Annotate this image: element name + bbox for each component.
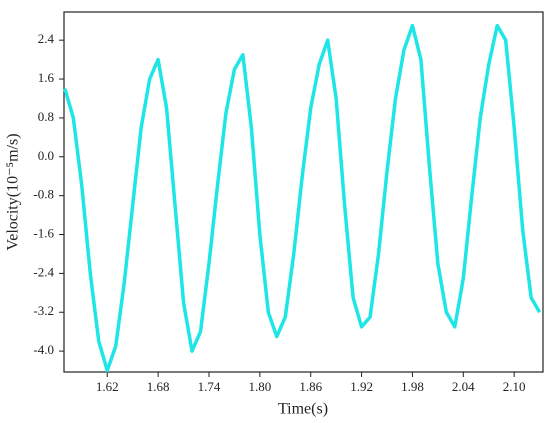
x-tick-label: 1.80 [248, 379, 271, 394]
y-tick-label: 0.0 [38, 148, 54, 163]
y-tick-label: 1.6 [38, 70, 55, 85]
x-tick-label: 2.10 [503, 379, 526, 394]
x-tick-label: 1.92 [350, 379, 373, 394]
y-tick-label: -2.4 [33, 264, 54, 279]
y-tick-label: -0.8 [33, 187, 54, 202]
x-tick-label: 1.68 [147, 379, 170, 394]
y-tick-label: 2.4 [38, 31, 55, 46]
plot-frame [63, 11, 544, 373]
x-tick-label: 1.62 [96, 379, 119, 394]
y-tick-label: -3.2 [33, 303, 54, 318]
x-axis-title: Time(s) [278, 401, 328, 418]
y-axis-title: Velocity(10⁻⁵m/s) [5, 133, 22, 250]
x-tick-label: 2.04 [452, 379, 475, 394]
y-tick-label: -1.6 [33, 225, 54, 240]
x-tick-label: 1.98 [401, 379, 424, 394]
y-tick-label: 0.8 [38, 109, 54, 124]
x-tick-label: 1.86 [299, 379, 322, 394]
x-tick-label: 1.74 [198, 379, 221, 394]
data-line [63, 23, 542, 373]
y-tick-label: -4.0 [33, 342, 54, 357]
